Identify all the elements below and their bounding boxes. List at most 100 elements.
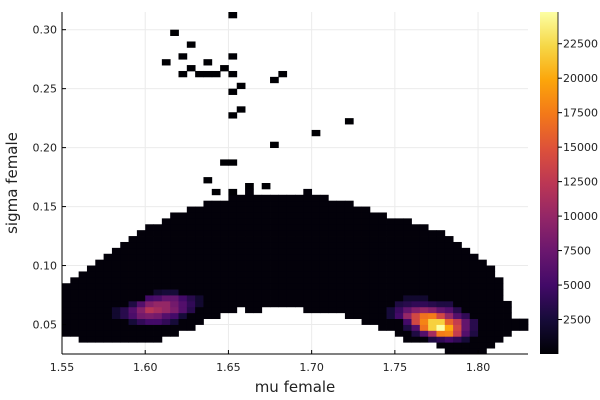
heatmap-cell: [386, 324, 396, 331]
heatmap-cell: [303, 188, 313, 196]
heatmap-cell: [253, 306, 263, 314]
heatmap-cell: [453, 277, 462, 284]
heatmap-cell: [153, 277, 163, 284]
heatmap-cell: [403, 224, 412, 231]
heatmap-cell: [394, 330, 404, 337]
heatmap-cell: [361, 206, 371, 213]
heatmap-cell: [228, 200, 238, 207]
heatmap-cell: [394, 283, 404, 290]
heatmap-cell: [228, 300, 238, 308]
heatmap-cell: [170, 253, 179, 261]
heatmap-cell: [278, 265, 288, 272]
heatmap-cell: [195, 236, 204, 243]
heatmap-cell: [95, 277, 105, 284]
heatmap-cell: [469, 336, 479, 343]
heatmap-cell: [236, 212, 246, 219]
heatmap-cell: [220, 206, 229, 213]
heatmap-cell: [78, 312, 88, 320]
heatmap-cell: [461, 271, 471, 278]
heatmap-cell: [469, 312, 479, 320]
heatmap-cell: [136, 300, 146, 308]
y-tick-label: 0.15: [33, 201, 58, 214]
heatmap-cell: [328, 289, 338, 296]
colorbar-tick-label: 17500: [563, 107, 598, 120]
heatmap-cell: [403, 247, 412, 255]
heatmap-cell: [161, 271, 171, 278]
heatmap-cell: [353, 253, 362, 261]
heatmap-cell: [178, 212, 188, 219]
heatmap-cell: [478, 330, 487, 337]
heatmap-cell: [270, 212, 279, 219]
heatmap-cell: [353, 283, 362, 290]
heatmap-cell: [145, 336, 154, 343]
heatmap-cell: [120, 312, 129, 320]
heatmap-cell: [278, 230, 288, 237]
heatmap-cell: [478, 318, 487, 325]
heatmap-cell: [170, 295, 179, 302]
heatmap-cell: [261, 283, 271, 290]
heatmap-cell: [195, 265, 204, 272]
heatmap-cell: [286, 300, 296, 308]
heatmap-cell: [328, 300, 338, 308]
heatmap-cell: [220, 253, 229, 261]
heatmap-cell: [361, 241, 371, 249]
heatmap-cell: [178, 241, 188, 249]
heatmap-cell: [328, 241, 338, 249]
heatmap-cell: [153, 324, 163, 331]
heatmap-cell: [136, 271, 146, 278]
heatmap-cell: [236, 259, 246, 266]
heatmap-cell: [478, 342, 487, 349]
heatmap-cell: [270, 247, 279, 255]
heatmap-cell: [228, 218, 238, 225]
heatmap-cell: [453, 348, 462, 355]
heatmap-cell: [295, 271, 304, 278]
heatmap-cell: [70, 277, 80, 284]
heatmap-cell: [361, 259, 371, 266]
heatmap-cell: [344, 312, 354, 320]
heatmap-cell: [469, 277, 479, 284]
heatmap-cell: [161, 230, 171, 237]
heatmap-cell: [62, 283, 71, 290]
heatmap-cell: [428, 247, 437, 255]
heatmap-cell: [336, 306, 346, 314]
heatmap-cell: [503, 312, 512, 320]
heatmap-cell: [461, 295, 471, 302]
heatmap-cell: [419, 265, 429, 272]
heatmap-cell: [111, 295, 121, 302]
heatmap-cell: [394, 324, 404, 331]
heatmap-cell: [245, 283, 254, 290]
heatmap-cell: [461, 300, 471, 308]
heatmap-cell: [136, 277, 146, 284]
heatmap-cell: [419, 271, 429, 278]
heatmap-cell: [386, 277, 396, 284]
heatmap-cell: [203, 265, 213, 272]
heatmap-cell: [111, 289, 121, 296]
heatmap-cell: [344, 283, 354, 290]
heatmap-cell: [336, 283, 346, 290]
heatmap-cell: [428, 318, 437, 325]
heatmap-cell: [186, 277, 196, 284]
heatmap-cell: [228, 206, 238, 213]
heatmap-cell: [270, 224, 279, 231]
heatmap-cell: [369, 253, 379, 261]
heatmap-cell: [103, 289, 113, 296]
heatmap-cell: [103, 259, 113, 266]
heatmap-cell: [378, 312, 387, 320]
heatmap-cell: [153, 283, 163, 290]
heatmap-cell: [303, 241, 313, 249]
heatmap-cell: [394, 318, 404, 325]
heatmap-cell: [444, 271, 454, 278]
heatmap-cell: [361, 318, 371, 325]
heatmap-cell: [145, 277, 154, 284]
heatmap-cell: [228, 289, 238, 296]
heatmap-cell: [411, 247, 421, 255]
heatmap-cell: [494, 336, 504, 343]
heatmap-cell: [394, 300, 404, 308]
heatmap-cell: [128, 306, 138, 314]
heatmap-cell: [95, 300, 105, 308]
heatmap-cell: [378, 295, 387, 302]
heatmap-cell: [136, 318, 146, 325]
heatmap-cell: [278, 295, 288, 302]
heatmap-cell: [120, 253, 129, 261]
heatmap-cell: [203, 247, 213, 255]
